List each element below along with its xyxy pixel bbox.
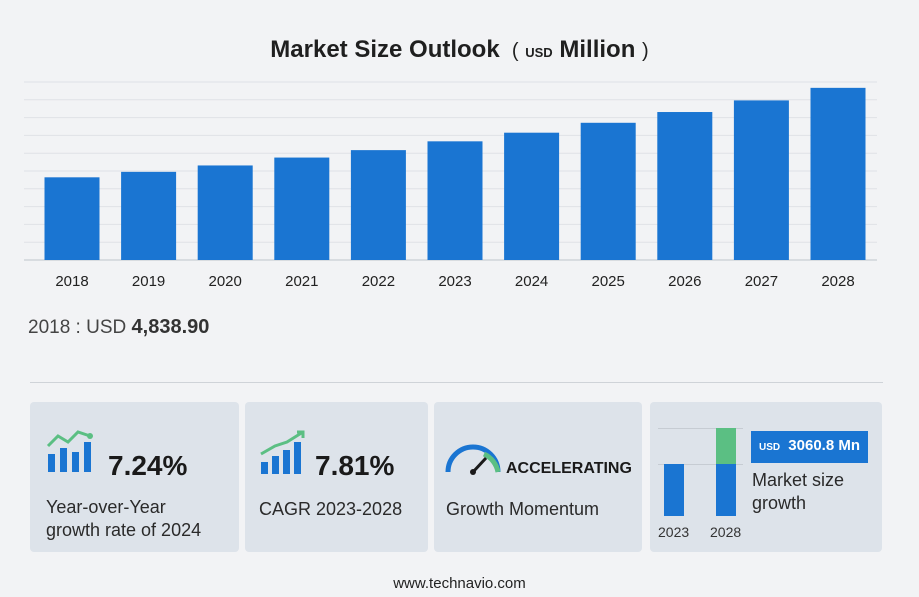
growth-caption-1: Market size: [752, 470, 845, 490]
footer-url: www.technavio.com: [393, 575, 526, 592]
yoy-caption-1: Year-over-Year: [46, 497, 166, 517]
title-unit-prefix: USD: [525, 45, 553, 60]
mini-label-2023: 2023: [658, 524, 690, 540]
growth-caption-2: growth: [752, 493, 807, 513]
x-tick-label: 2027: [745, 273, 778, 290]
mini-label-2028: 2028: [710, 524, 742, 540]
mini-bar-2023: [664, 464, 684, 516]
mini-bar-2028: [716, 464, 736, 516]
bar-2022: [350, 150, 406, 260]
mini-grid-line: [658, 428, 743, 429]
growth-value-prefix: USD: [759, 442, 781, 453]
bar-2027: [733, 100, 789, 260]
card-yoy: 7.24% Year-over-Year growth rate of 2024: [30, 402, 239, 552]
x-tick-label: 2028: [821, 273, 854, 290]
x-tick-label: 2021: [285, 273, 318, 290]
baseline-label: 2018 : USD: [28, 317, 127, 338]
momentum-value: ACCELERATING: [506, 460, 632, 477]
bar-2019: [121, 171, 177, 260]
chart-title-text: Market Size Outlook: [270, 36, 500, 63]
baseline-number: 4,838.90: [131, 316, 210, 338]
bar-2025: [580, 122, 636, 260]
bar-2024: [504, 132, 560, 260]
bar-2021: [274, 157, 330, 260]
title-paren-close: ): [642, 40, 649, 62]
yoy-value: 7.24%: [108, 450, 188, 481]
bar-2023: [427, 141, 483, 260]
bar-growth-icon: [46, 430, 93, 472]
x-tick-label: 2022: [362, 273, 395, 290]
card-market-growth: 2023 2028 USD 3060.8 Mn Market size grow…: [650, 402, 882, 552]
chart-title: Market Size Outlook ( USD Million ): [0, 36, 919, 64]
mini-grid-line: [658, 464, 743, 465]
card-cagr: 7.81% CAGR 2023-2028: [245, 402, 428, 552]
mini-growth-segment: [716, 428, 736, 464]
x-tick-label: 2018: [55, 273, 88, 290]
x-tick-label: 2025: [592, 273, 625, 290]
divider: [30, 382, 883, 383]
baseline-value: 2018 : USD 4,838.90: [28, 316, 209, 339]
yoy-caption-2: growth rate of 2024: [46, 520, 202, 540]
cagr-value: 7.81%: [315, 450, 395, 481]
bar-2020: [197, 165, 253, 260]
title-paren-open: (: [506, 40, 519, 62]
x-tick-label: 2026: [668, 273, 701, 290]
momentum-caption: Growth Momentum: [446, 499, 600, 519]
x-tick-label: 2020: [209, 273, 242, 290]
growth-value-box: USD 3060.8 Mn: [751, 431, 869, 463]
speedometer-icon: [445, 444, 501, 475]
x-tick-label: 2019: [132, 273, 165, 290]
card-momentum: ACCELERATING Growth Momentum: [434, 402, 642, 552]
cagr-caption: CAGR 2023-2028: [259, 499, 403, 519]
bar-2018: [44, 177, 100, 260]
growth-value: 3060.8 Mn: [788, 437, 861, 454]
x-tick-label: 2023: [438, 273, 471, 290]
bar-trend-icon: [260, 430, 305, 474]
bar-2028: [810, 87, 866, 260]
title-unit: Million: [559, 36, 636, 63]
bar-2026: [657, 112, 713, 260]
bar-chart: 2018 2019 2020 2021 2022 2023 2024 2025 2026 2027…: [24, 81, 877, 290]
x-tick-label: 2024: [515, 273, 548, 290]
